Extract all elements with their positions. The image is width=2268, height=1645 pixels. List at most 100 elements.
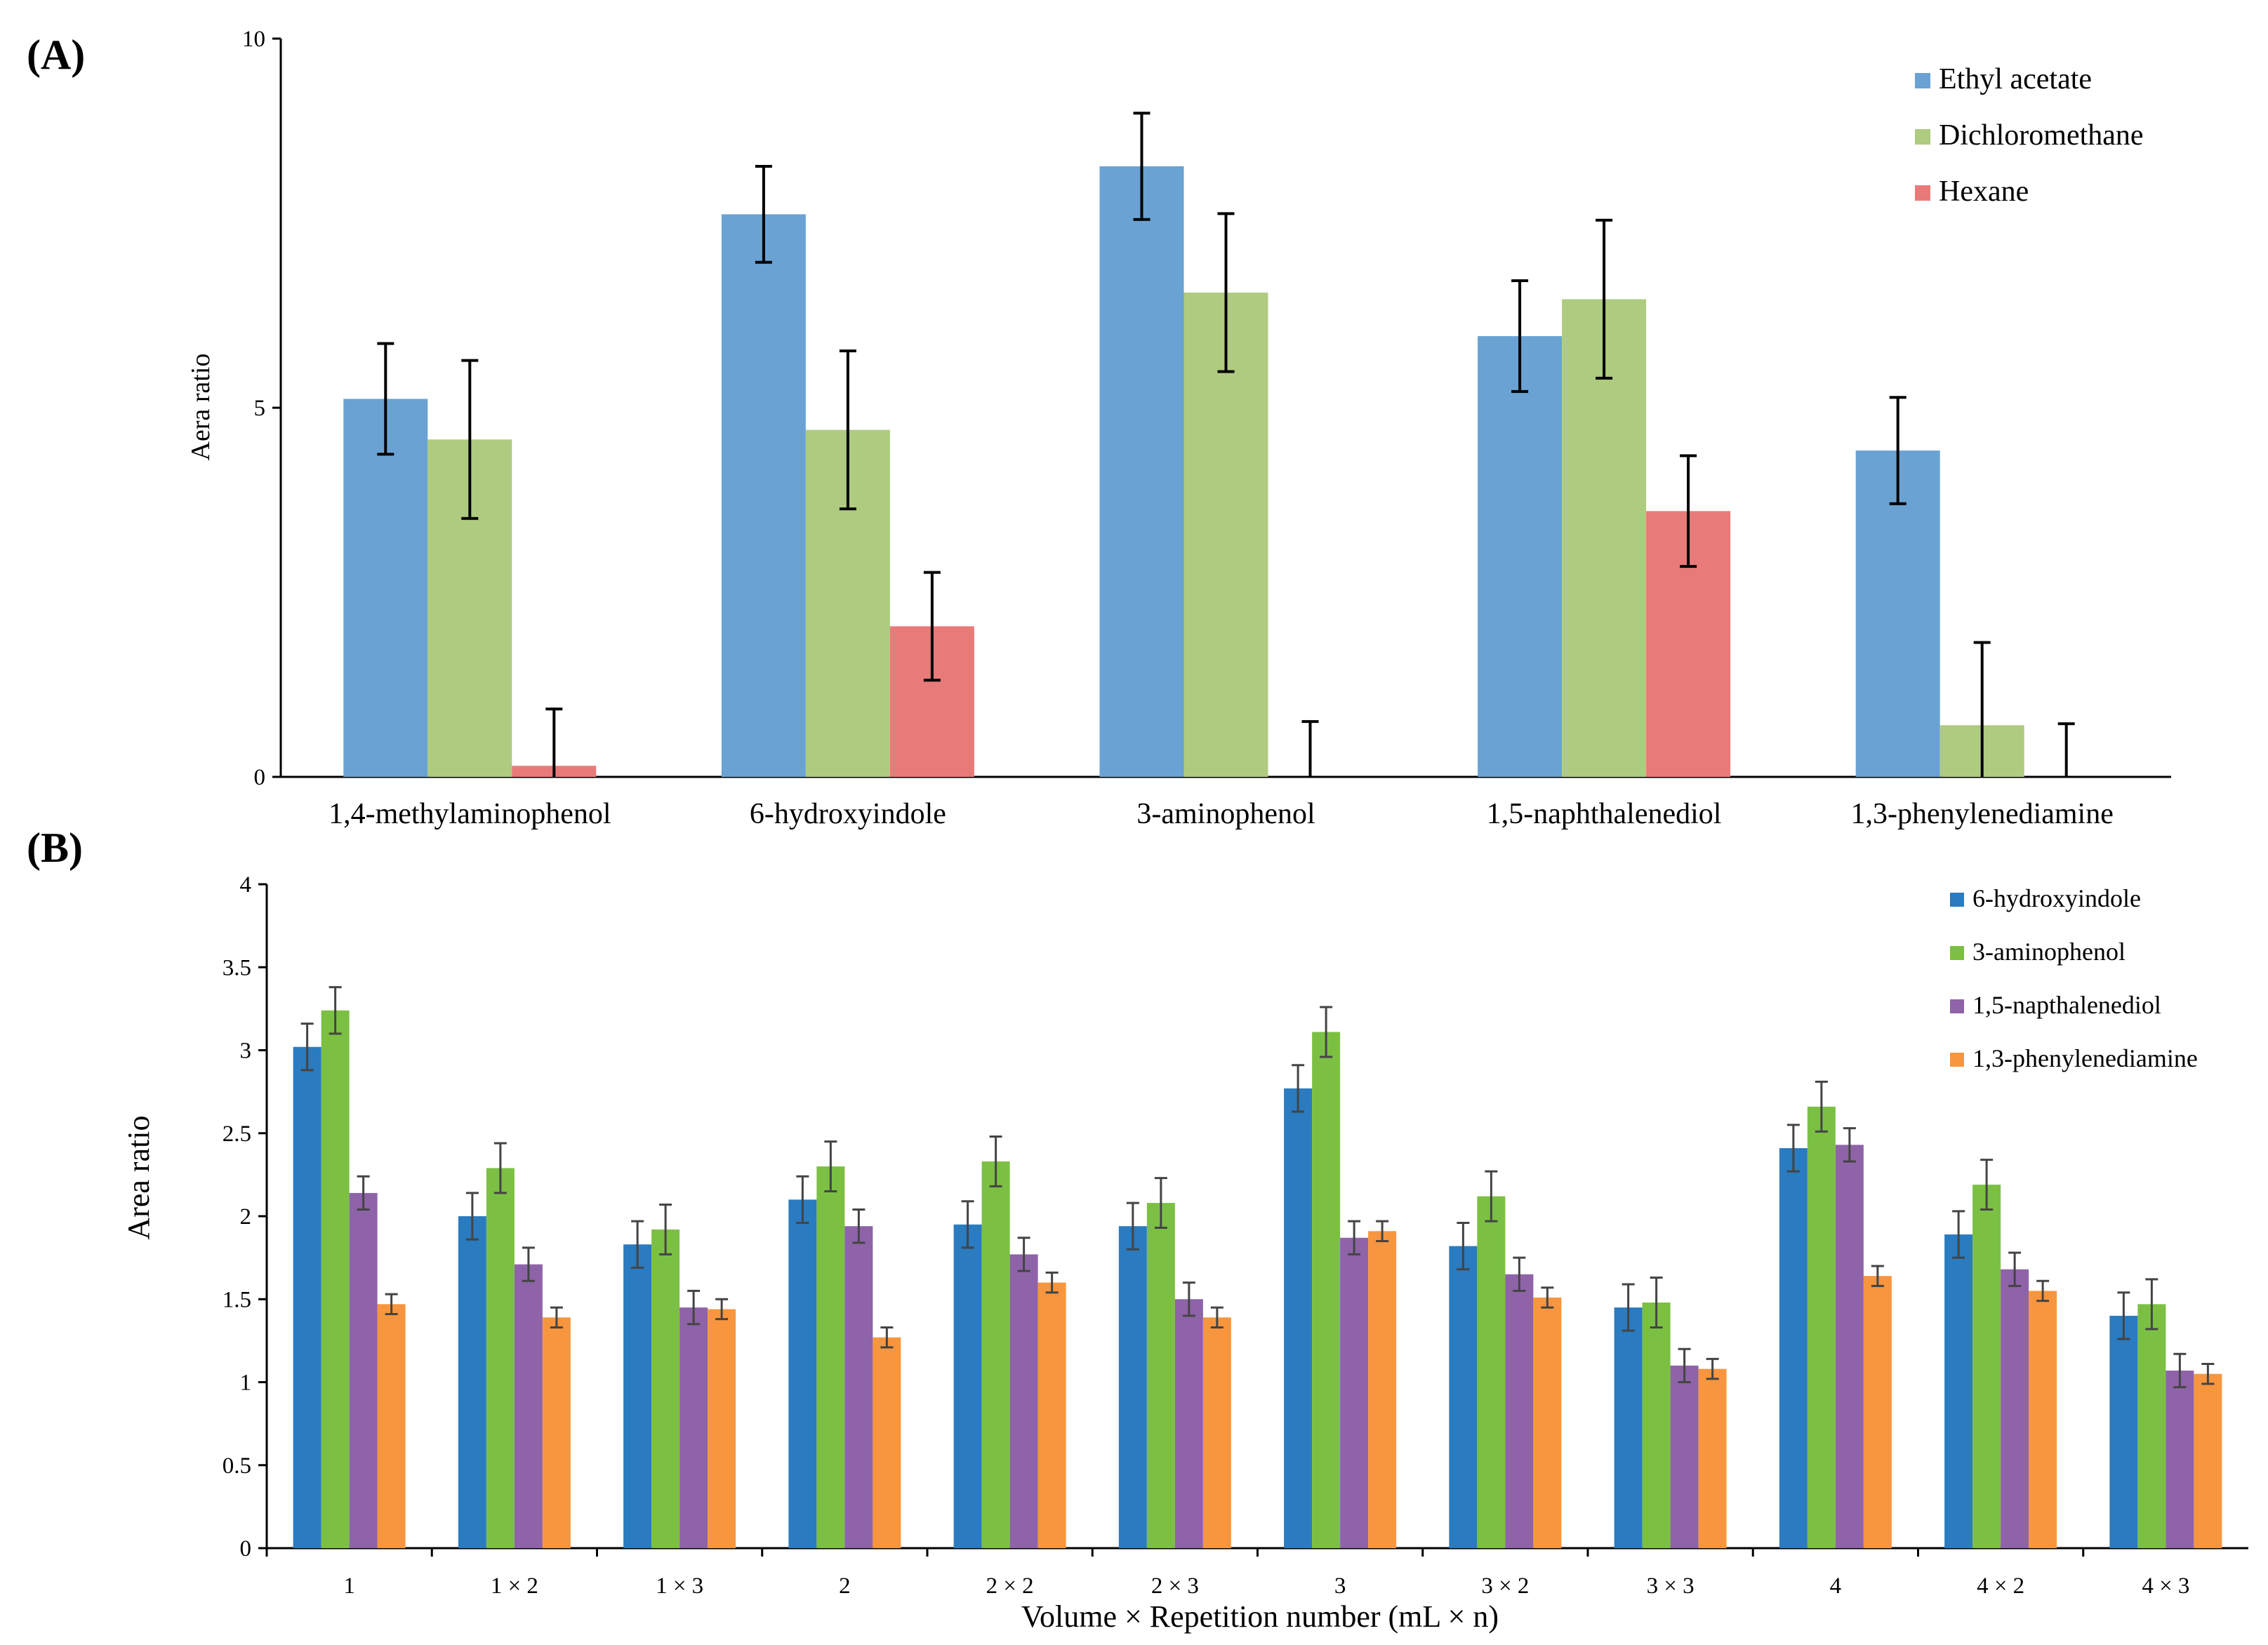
panel-b-category-label: 3 × 2 xyxy=(1481,1573,1529,1599)
panel-b-x-axis-label: Volume × Repetition number (mL × n) xyxy=(1021,1599,1499,1634)
panel-b-error-bar xyxy=(522,1246,535,1282)
panel-b-bar xyxy=(1944,1234,1973,1548)
panel-b-bar xyxy=(2109,1315,2138,1548)
panel-a-legend-swatch xyxy=(1915,185,1930,201)
panel-a-legend-swatch xyxy=(1915,73,1930,88)
panel-b-error-bar xyxy=(852,1208,866,1244)
panel-b-bar xyxy=(1174,1299,1203,1548)
panel-b-error-bar xyxy=(550,1306,563,1328)
panel-b-bar xyxy=(1037,1282,1066,1548)
panel-b-error-bar xyxy=(1210,1306,1223,1328)
panel-b-bar xyxy=(486,1168,515,1548)
panel-b-legend-swatch xyxy=(1950,946,1964,960)
panel-a-plot-area: 0 5 10 1,4-methylaminophenol 6-hydroxyindole… xyxy=(242,27,2171,830)
panel-b-bar xyxy=(1835,1145,1864,1548)
panel-b-bar xyxy=(514,1264,543,1548)
panel-a-legend-entry: Hexane xyxy=(1939,175,2029,208)
panel-b-bar xyxy=(1009,1254,1038,1548)
panel-b-bar xyxy=(1642,1302,1671,1548)
panel-b-bar xyxy=(1312,1032,1341,1548)
panel-b-bar xyxy=(1477,1196,1506,1548)
panel-b-bar xyxy=(458,1216,486,1548)
panel-b-legend-entry: 6-hydroxyindole xyxy=(1972,884,2141,912)
panel-b-error-bar xyxy=(2008,1251,2022,1287)
panel-b-bar xyxy=(788,1199,817,1548)
panel-b-bar xyxy=(1146,1203,1175,1548)
panel-b-bar xyxy=(2137,1304,2166,1548)
panel-b-error-bar xyxy=(824,1140,837,1193)
panel-b-error-bar xyxy=(989,1135,1002,1187)
panel-a-legend-entry: Dichloromethane xyxy=(1939,119,2144,152)
panel-b-error-bar xyxy=(1154,1177,1167,1230)
panel-b-bar xyxy=(1670,1365,1699,1548)
panel-b-bar xyxy=(708,1309,736,1548)
panel-b-error-bar xyxy=(1348,1220,1361,1256)
panel-b-error-bar xyxy=(1622,1283,1635,1332)
panel-b-category-label: 4 × 2 xyxy=(1977,1573,2024,1599)
panel-a-category-label: 6-hydroxyindole xyxy=(750,798,946,830)
panel-a-bar xyxy=(1478,335,1563,777)
panel-a-error-bar xyxy=(1889,396,1906,505)
panel-a-error-bar xyxy=(2057,722,2075,777)
panel-b-error-bar xyxy=(1485,1170,1498,1223)
panel-b-error-bar xyxy=(659,1203,672,1256)
panel-b-bar xyxy=(321,1010,350,1548)
panel-b-error-bar xyxy=(2145,1278,2158,1331)
panel-b-bar xyxy=(1368,1231,1397,1548)
panel-a-y-tick-label: 10 xyxy=(242,27,265,52)
panel-b-error-bar xyxy=(493,1142,507,1194)
panel-b-error-bar xyxy=(2117,1291,2130,1340)
panel-a-bar xyxy=(343,399,428,777)
panel-a-error-bar xyxy=(545,707,563,777)
panel-b-category-label: 2 × 2 xyxy=(986,1573,1034,1599)
panel-b-bar xyxy=(1972,1185,2001,1548)
panel-b-bar xyxy=(1449,1246,1478,1548)
panel-b-error-bar xyxy=(631,1220,644,1269)
panel-b-bar xyxy=(1807,1106,1836,1548)
panel-a-error-bar xyxy=(377,342,394,456)
panel-a-error-bar xyxy=(1973,641,1991,777)
panel-b-error-bar xyxy=(385,1293,398,1316)
panel-b-error-bar xyxy=(1980,1159,1994,1211)
panel-b-y-tick-label: 0.5 xyxy=(223,1453,251,1479)
panel-b-y-tick-label: 1 xyxy=(240,1371,252,1396)
panel-a-label: (A) xyxy=(27,32,85,78)
panel-b-category-label: 4 × 3 xyxy=(2142,1573,2189,1599)
panel-b-bar xyxy=(1698,1368,1727,1548)
panel-b-bar xyxy=(1340,1237,1369,1548)
panel-b-y-tick-label: 2 xyxy=(240,1204,252,1230)
panel-b-bar xyxy=(623,1244,652,1548)
panel-b-error-bar xyxy=(357,1175,370,1211)
panel-b-plot-area: 0 0.5 1 1.5 2 2.5 3 3.5 4 1 1 × 2 1 × 3 2 2 × 2 2 × 3 3… xyxy=(223,872,2248,1599)
panel-a-y-axis-label: Aera ratio xyxy=(186,354,215,461)
panel-b-category-label: 1 × 3 xyxy=(656,1573,703,1599)
panel-b-error-bar xyxy=(1182,1281,1195,1317)
panel-b-legend-swatch xyxy=(1950,999,1964,1013)
panel-b-error-bar xyxy=(1513,1256,1526,1292)
panel-a-bar xyxy=(1099,166,1184,778)
panel-b-error-bar xyxy=(329,986,342,1035)
panel-b-error-bar xyxy=(1292,1064,1305,1113)
panel-b-bar xyxy=(981,1161,1010,1548)
panel-b-error-bar xyxy=(2173,1352,2187,1389)
panel-b-error-bar xyxy=(1706,1357,1719,1380)
panel-b-legend-entry: 1,5-napthalenediol xyxy=(1972,991,2161,1019)
panel-b-legend-swatch xyxy=(1950,893,1964,907)
panel-b-bar xyxy=(2029,1291,2057,1548)
panel-b-bar xyxy=(293,1046,321,1548)
panel-b-error-bar xyxy=(715,1298,729,1321)
panel-b-error-bar xyxy=(2036,1279,2050,1303)
panel-b-error-bar xyxy=(1843,1127,1856,1163)
panel-a-error-bar xyxy=(1680,454,1697,568)
panel-a-y-tick-label: 0 xyxy=(254,765,266,790)
panel-b-bar xyxy=(377,1304,406,1548)
panel-b-legend-swatch xyxy=(1950,1053,1964,1067)
panel-b-category-label: 3 × 3 xyxy=(1647,1573,1695,1599)
panel-b-error-bar xyxy=(796,1175,809,1224)
panel-a-error-bar xyxy=(1217,212,1235,373)
panel-b-bar xyxy=(1863,1276,1892,1548)
panel-b-legend-entry: 3-aminophenol xyxy=(1972,938,2126,966)
panel-b-y-tick-label: 1.5 xyxy=(223,1287,251,1312)
panel-b-error-bar xyxy=(1126,1201,1139,1251)
